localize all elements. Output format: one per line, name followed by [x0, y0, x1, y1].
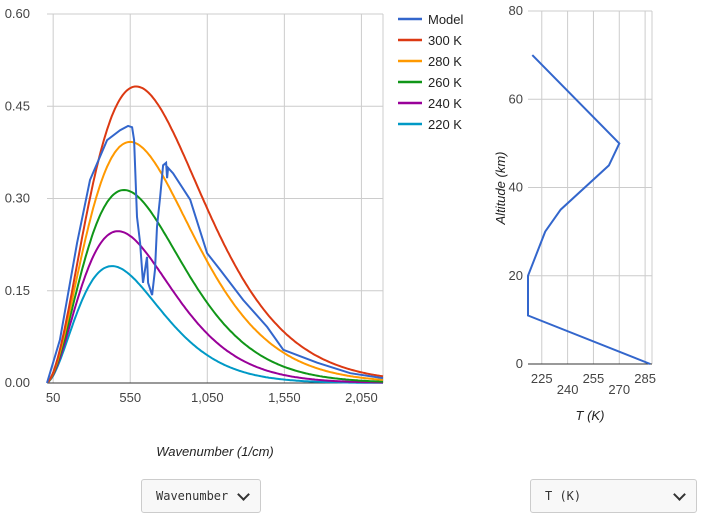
- y-tick-label: 80: [509, 3, 523, 18]
- chevron-down-icon: [237, 487, 250, 501]
- y-tick-label: 0.30: [5, 191, 30, 206]
- y-tick-label: 20: [509, 268, 523, 283]
- x-axis-select[interactable]: Wavenumber: [141, 479, 261, 513]
- x-tick-label: 255: [583, 371, 605, 386]
- legend-label: 280 K: [428, 54, 462, 69]
- y-axis-title: Altitude (km): [493, 152, 508, 226]
- x-axis-title: T (K): [576, 408, 605, 423]
- y-tick-label: 0.00: [5, 375, 30, 390]
- x-tick-label: 550: [119, 390, 141, 405]
- x-tick-label: 1,050: [191, 390, 224, 405]
- chevron-down-icon: [673, 487, 686, 501]
- legend-label: 240 K: [428, 96, 462, 111]
- x-axis-title: Wavenumber (1/cm): [156, 444, 274, 459]
- series-line-260-k: [46, 188, 384, 384]
- legend-label: 220 K: [428, 117, 462, 132]
- series-line-300-k: [46, 85, 384, 384]
- y-tick-label: 0.15: [5, 283, 30, 298]
- x-tick-label: 285: [634, 371, 656, 386]
- x-tick-label: 50: [46, 390, 60, 405]
- y-tick-label: 0.60: [5, 6, 30, 21]
- profile-axis-select-label: T (K): [545, 489, 582, 503]
- series-line-240-k: [46, 230, 383, 384]
- legend-label: 300 K: [428, 33, 462, 48]
- x-tick-label: 270: [608, 382, 630, 397]
- x-tick-label: 2,050: [345, 390, 378, 405]
- y-tick-label: 60: [509, 91, 523, 106]
- x-tick-label: 240: [557, 382, 579, 397]
- y-tick-label: 0.45: [5, 98, 30, 113]
- x-tick-label: 225: [531, 371, 553, 386]
- y-tick-label: 40: [509, 180, 523, 195]
- profile-axis-select[interactable]: T (K): [530, 479, 697, 513]
- legend-label: Model: [428, 12, 464, 27]
- y-tick-label: 0: [516, 356, 523, 371]
- series-line-model: [46, 124, 384, 384]
- x-axis-select-label: Wavenumber: [156, 489, 229, 503]
- x-tick-label: 1,550: [268, 390, 301, 405]
- series-line-280-k: [46, 140, 384, 384]
- legend-label: 260 K: [428, 75, 462, 90]
- temperature-profile-line: [527, 54, 651, 365]
- series-line-220-k: [46, 265, 384, 384]
- chart-canvas: 50 550 1,050 1,550 2,050 0.00 0.15 0.30 0.45 0.60…: [5, 3, 656, 459]
